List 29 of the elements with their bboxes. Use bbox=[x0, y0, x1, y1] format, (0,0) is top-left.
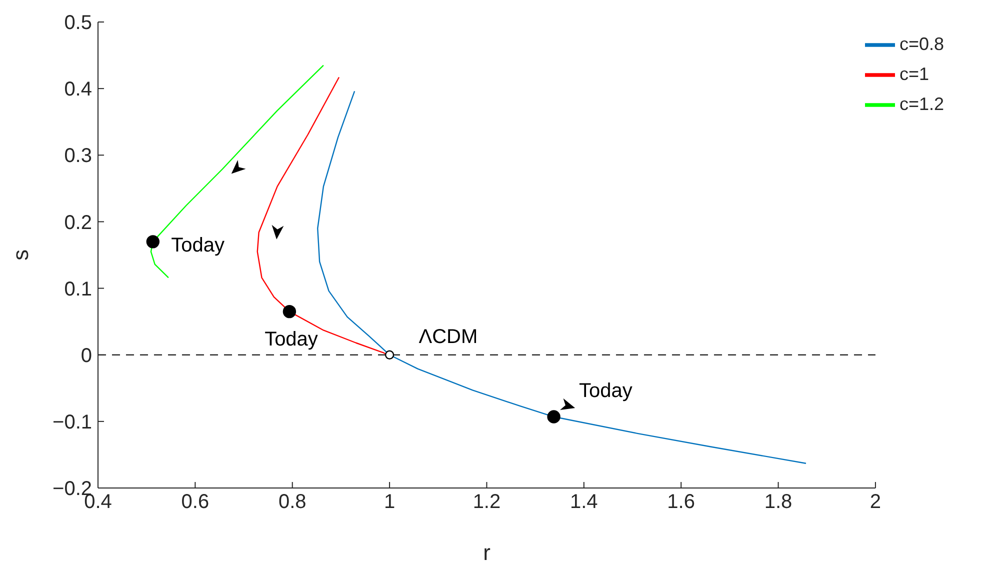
y-tick-label: 0 bbox=[80, 344, 92, 367]
y-tick-label: −0.1 bbox=[52, 412, 92, 434]
x-tick-label: 1.4 bbox=[570, 491, 598, 514]
x-tick-label: 2 bbox=[870, 491, 882, 514]
y-tick-label: 0.1 bbox=[64, 278, 92, 300]
x-tick-label: 0.6 bbox=[181, 491, 210, 514]
legend-label: c=1.2 bbox=[899, 94, 944, 114]
x-tick-label: 1 bbox=[384, 491, 396, 514]
x-axis-title: r bbox=[483, 540, 490, 565]
line-series bbox=[317, 90, 807, 464]
x-tick-label: 1.6 bbox=[667, 491, 695, 514]
x-tick-label: 0.8 bbox=[278, 491, 306, 514]
x-tick-label: 1.2 bbox=[472, 491, 501, 514]
y-axis-title: s bbox=[8, 250, 33, 260]
point bbox=[282, 304, 296, 318]
y-tick-label: 0.4 bbox=[64, 78, 92, 101]
x-tick-label: 1.8 bbox=[764, 491, 792, 514]
y-tick-label: 0.2 bbox=[64, 212, 92, 234]
y-tick-label: 0.3 bbox=[64, 145, 92, 168]
point bbox=[384, 350, 394, 360]
annotation: Today bbox=[579, 380, 632, 402]
legend-label: c=1 bbox=[899, 64, 929, 84]
annotation: Today bbox=[171, 234, 225, 257]
y-tick-label: 0.5 bbox=[64, 12, 92, 34]
legend-label: c=0.8 bbox=[899, 34, 944, 54]
annotation: Today bbox=[264, 328, 318, 351]
point bbox=[146, 235, 160, 248]
annotation: ΛCDM bbox=[418, 326, 478, 348]
point bbox=[547, 410, 560, 424]
